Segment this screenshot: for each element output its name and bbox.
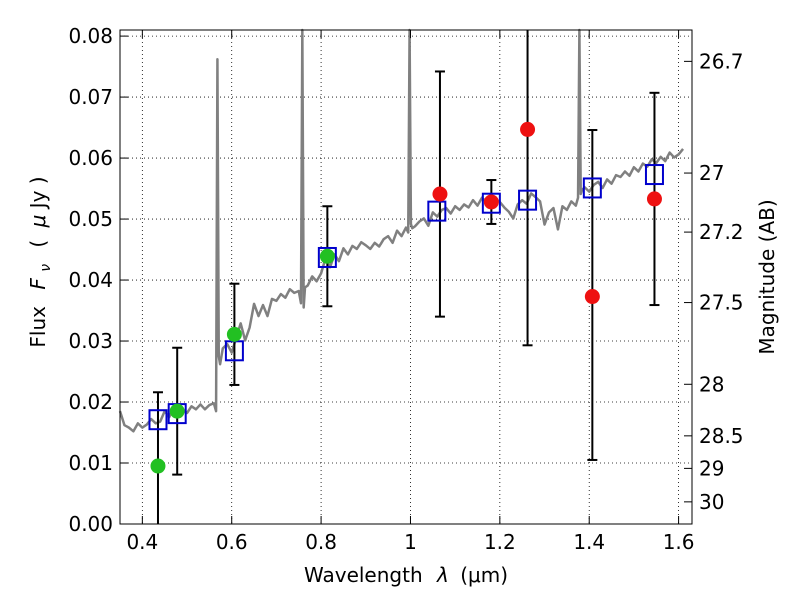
- y-tick-label: 0.08: [68, 24, 113, 48]
- x-axis-label-text: Wavelength: [304, 563, 423, 587]
- y-tick-label: 0.02: [68, 390, 113, 414]
- model-spectrum: [118, 28, 685, 433]
- plot-frame: [119, 29, 693, 525]
- y2-tick-label: 26.7: [699, 49, 744, 73]
- optical-point: [319, 248, 335, 264]
- model-flux-square: [644, 164, 664, 186]
- optical-point: [169, 403, 185, 419]
- y-axis-label-text: Flux: [26, 306, 50, 348]
- y2-axis-label: Magnitude (AB): [755, 199, 779, 354]
- y-tick-label: 0.04: [68, 268, 113, 292]
- y2-tick-label: 27.2: [699, 220, 744, 244]
- x-axis-label-unit: (μm): [460, 563, 508, 587]
- nir-point: [646, 191, 662, 207]
- model-flux-square: [317, 246, 337, 268]
- nir-point: [520, 121, 536, 137]
- x-tick-label: 1: [404, 530, 417, 554]
- axis-ticks: 0.4 0.6 0.8 1 1.2 1.4 1.6 0.00 0.01 0.02 0.03 0.04 0…: [68, 24, 743, 554]
- x-tick-label: 1.4: [573, 530, 605, 554]
- observed-flux-markers: [150, 121, 662, 474]
- model-flux-square: [582, 177, 602, 199]
- y-axis-label-unit-open: (: [26, 240, 50, 248]
- x-axis-label: Wavelength λ (μm): [304, 563, 508, 587]
- y-tick-label: 0.03: [68, 329, 113, 353]
- model-spectrum-line: [118, 28, 685, 433]
- model-flux-markers: [148, 164, 664, 431]
- y-tick-label: 0.00: [68, 512, 113, 536]
- y2-tick-label: 28.5: [699, 424, 744, 448]
- y-axis-label-unit-close: Jy ): [26, 176, 50, 210]
- y-tick-label: 0.06: [68, 146, 113, 170]
- nir-point: [483, 194, 499, 210]
- y2-tick-label: 28: [699, 372, 724, 396]
- y2-tick-label: 29: [699, 456, 724, 480]
- nir-point: [584, 289, 600, 305]
- grid-lines: [120, 30, 692, 524]
- y2-tick-label: 27: [699, 161, 724, 185]
- x-tick-label: 1.2: [484, 530, 516, 554]
- y-tick-label: 0.01: [68, 451, 113, 475]
- model-flux-square: [148, 409, 168, 431]
- x-axis-label-symbol: λ: [436, 563, 449, 587]
- y2-tick-label: 30: [699, 490, 724, 514]
- y-axis-label-subscript: ν: [38, 264, 54, 272]
- x-tick-label: 0.4: [126, 530, 158, 554]
- y-axis-label-mu: μ: [26, 215, 50, 229]
- optical-point: [226, 326, 242, 342]
- y-axis-label: Flux F ν ( μ Jy ): [26, 176, 55, 347]
- model-flux-square: [518, 189, 538, 211]
- model-flux-square: [427, 200, 447, 222]
- model-flux-square: [481, 192, 501, 214]
- x-tick-label: 1.6: [663, 530, 695, 554]
- y-tick-label: 0.07: [68, 85, 113, 109]
- y-axis-label-symbol: F: [26, 278, 50, 290]
- x-tick-label: 0.8: [305, 530, 337, 554]
- y2-tick-label: 27.5: [699, 291, 744, 315]
- x-tick-label: 0.6: [216, 530, 248, 554]
- optical-point: [150, 458, 166, 474]
- nir-point: [432, 186, 448, 202]
- y-tick-label: 0.05: [68, 207, 113, 231]
